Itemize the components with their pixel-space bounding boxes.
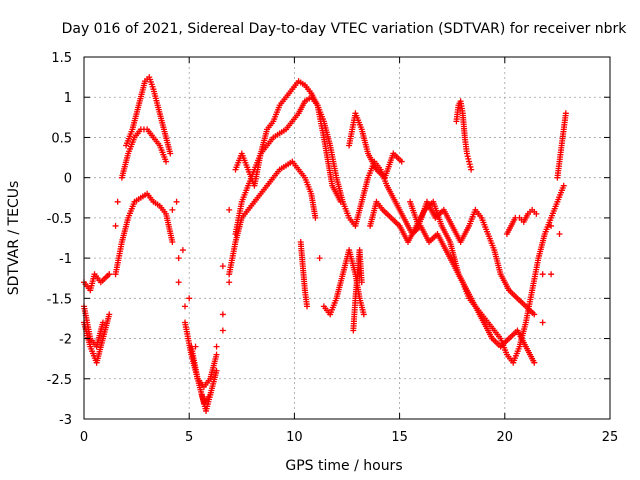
data-point — [106, 311, 113, 318]
data-point — [213, 343, 220, 350]
data-point — [219, 327, 226, 334]
data-point — [175, 279, 182, 286]
data-point — [114, 198, 121, 205]
data-point — [531, 359, 538, 366]
y-tick-label: -2.5 — [47, 373, 72, 388]
data-point — [169, 239, 176, 246]
x-tick-label: 25 — [602, 430, 619, 445]
data-point — [539, 271, 546, 278]
data-point — [226, 279, 233, 286]
data-point — [466, 161, 473, 168]
data-point — [99, 319, 106, 326]
y-tick-label: 1 — [64, 91, 72, 106]
data-point — [181, 303, 188, 310]
data-point — [466, 158, 473, 165]
data-point — [548, 222, 555, 229]
data-point — [106, 271, 113, 278]
data-point — [468, 166, 475, 173]
data-point — [213, 351, 220, 358]
data-point — [175, 255, 182, 262]
data-point — [398, 158, 405, 165]
y-tick-label: 0 — [64, 172, 72, 187]
y-tick-label: -3 — [59, 413, 72, 428]
data-point — [463, 150, 470, 157]
y-tick-label: -2 — [59, 333, 72, 348]
data-point — [173, 198, 180, 205]
x-axis-label: GPS time / hours — [285, 458, 402, 474]
data-point — [226, 206, 233, 213]
data-point — [219, 263, 226, 270]
data-point — [533, 210, 540, 217]
y-tick-label: 0.5 — [51, 131, 72, 146]
data-point — [548, 271, 555, 278]
x-tick-labels: 0 5 10 15 20 25 — [80, 430, 618, 445]
x-tick-label: 5 — [185, 430, 193, 445]
axis-ticks — [83, 56, 611, 420]
data-point — [167, 150, 174, 157]
data-point — [169, 206, 176, 213]
data-point — [531, 311, 538, 318]
data-point — [316, 255, 323, 262]
plot-frame — [83, 56, 611, 420]
data-point — [539, 319, 546, 326]
y-tick-label: -1 — [59, 252, 72, 267]
data-point — [560, 182, 567, 189]
data-point — [186, 295, 193, 302]
data-point — [562, 110, 569, 117]
data-point — [465, 155, 472, 162]
data-point — [179, 247, 186, 254]
grid-lines — [84, 57, 610, 419]
data-point — [464, 153, 471, 160]
series-trace-upper — [81, 74, 569, 414]
chart-title: Day 016 of 2021, Sidereal Day-to-day VTE… — [62, 21, 628, 37]
data-points — [81, 74, 569, 414]
data-point — [163, 158, 170, 165]
data-point — [112, 222, 119, 229]
data-point — [312, 214, 319, 221]
data-point — [556, 230, 563, 237]
x-tick-label: 10 — [286, 430, 303, 445]
data-point — [358, 279, 365, 286]
y-tick-label: -1.5 — [47, 292, 72, 307]
y-tick-label: 1.5 — [51, 51, 72, 66]
y-axis-label: SDTVAR / TECUs — [6, 181, 22, 296]
x-tick-label: 20 — [497, 430, 514, 445]
series-trace-fragments — [297, 98, 540, 334]
x-tick-label: 15 — [391, 430, 408, 445]
data-point — [304, 303, 311, 310]
data-point — [467, 163, 474, 170]
data-point — [219, 311, 226, 318]
data-point — [360, 311, 367, 318]
data-point — [213, 367, 220, 374]
series-trace-lower — [81, 158, 563, 390]
x-tick-label: 0 — [80, 430, 88, 445]
y-tick-label: -0.5 — [47, 212, 72, 227]
y-tick-labels: -3 -2.5 -2 -1.5 -1 -0.5 0 0.5 1 1.5 — [47, 51, 72, 428]
